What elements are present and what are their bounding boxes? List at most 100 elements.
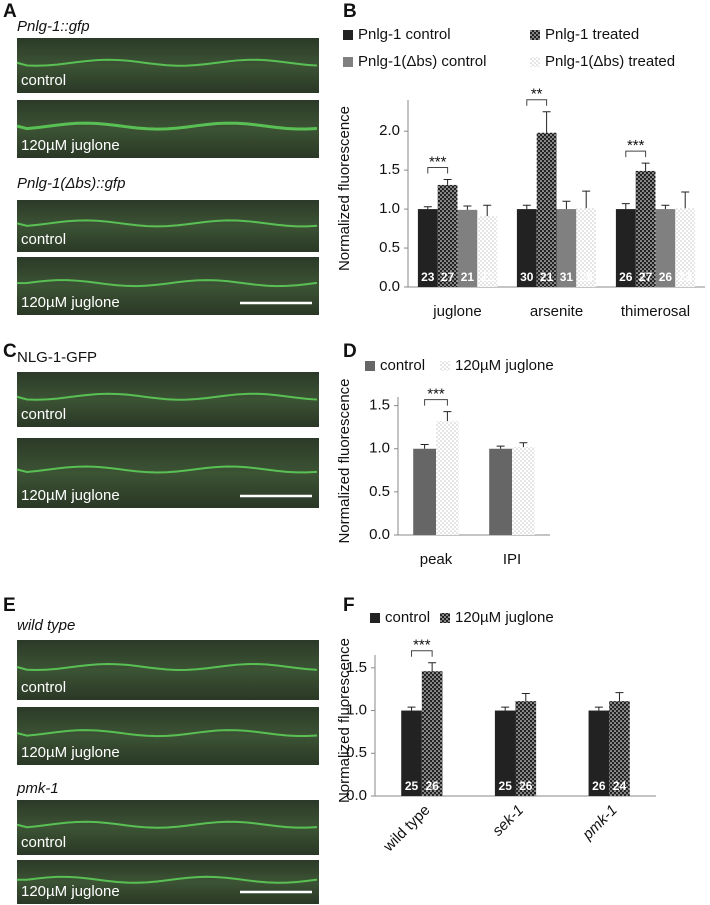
y-tick-label: 0.5	[369, 483, 390, 500]
error-bar	[542, 111, 551, 133]
error-bar	[521, 692, 530, 702]
significance-bracket	[526, 99, 548, 106]
x-tick-label: peak	[420, 551, 453, 568]
y-tick-label: 0.0	[346, 787, 367, 804]
y-axis-label: Normalized fluorescence	[336, 638, 353, 803]
error-bar	[621, 203, 630, 210]
significance-bracket	[625, 150, 647, 158]
error-bar	[501, 706, 510, 711]
y-tick-label: 1.0	[346, 702, 367, 719]
neurite	[16, 663, 318, 671]
neurite	[16, 875, 318, 884]
strain-label: Pnlg-1::gfp	[17, 18, 90, 35]
error-bar	[681, 191, 690, 209]
bar	[494, 710, 516, 796]
legend-label: Pnlg-1(Δbs) treated	[545, 53, 675, 70]
bar	[675, 208, 696, 287]
bar	[437, 184, 458, 287]
bar	[635, 170, 656, 287]
error-bar	[463, 205, 472, 210]
condition-label: control	[21, 72, 66, 89]
error-bar	[661, 204, 670, 210]
bar	[536, 132, 557, 287]
y-tick-label: 1.5	[346, 659, 367, 676]
n-label: 26	[425, 779, 439, 793]
legend-swatch	[343, 30, 353, 40]
n-label: 27	[441, 270, 455, 284]
panel-letter: C	[3, 341, 17, 362]
significance-bracket	[411, 650, 433, 657]
neurite	[16, 465, 318, 474]
bar	[477, 216, 498, 287]
error-bar	[496, 445, 505, 449]
bar	[556, 209, 577, 287]
y-tick-label: 0.0	[369, 526, 390, 543]
bar	[512, 447, 535, 535]
n-label: 27	[639, 270, 653, 284]
legend-label: Pnlg-1 treated	[545, 26, 639, 43]
error-bar	[641, 162, 650, 171]
condition-label: control	[21, 406, 66, 423]
bar	[401, 710, 422, 796]
error-bar	[522, 204, 531, 210]
bar	[609, 701, 630, 796]
n-label: 25	[499, 779, 513, 793]
x-tick-label: wild type	[379, 802, 433, 856]
bar	[489, 448, 512, 535]
bar	[615, 209, 636, 287]
n-label: 26	[592, 779, 606, 793]
condition-label: control	[21, 231, 66, 248]
significance-bracket	[424, 399, 448, 406]
n-label: 21	[540, 270, 554, 284]
legend-label: control	[385, 609, 430, 626]
bar	[655, 209, 676, 287]
significance-label: ***	[427, 386, 445, 403]
error-bar	[420, 443, 429, 449]
bar	[413, 448, 436, 535]
y-tick-label: 1.0	[379, 200, 400, 217]
neurite	[16, 820, 318, 829]
x-tick-label: juglone	[432, 303, 481, 320]
bar	[588, 710, 610, 796]
strain-label: pmk-1	[16, 780, 59, 797]
error-bar	[443, 411, 452, 422]
y-axis-label: Normalized fluorescence	[336, 106, 353, 271]
bar	[436, 421, 459, 535]
n-label: 26	[659, 270, 673, 284]
neurite	[16, 279, 318, 288]
legend-swatch	[530, 30, 540, 40]
n-label: 21	[461, 270, 475, 284]
condition-label: control	[21, 679, 66, 696]
bar	[417, 209, 438, 287]
y-tick-label: 1.5	[369, 397, 390, 414]
strain-label: wild type	[17, 617, 75, 634]
n-label: 31	[560, 270, 574, 284]
legend-label: control	[380, 357, 425, 374]
legend-swatch	[440, 361, 450, 371]
y-tick-label: 0.5	[346, 744, 367, 761]
error-bar	[615, 692, 624, 702]
x-tick-label: arsenite	[530, 303, 583, 320]
legend-label: 120µM juglone	[455, 609, 554, 626]
bar	[421, 671, 443, 796]
panel-letter: F	[343, 595, 355, 616]
n-label: 22	[481, 270, 495, 284]
error-bar	[594, 706, 603, 711]
x-tick-label: IPI	[503, 551, 521, 568]
error-bar	[407, 706, 416, 711]
significance-bracket	[427, 166, 449, 174]
legend-label: Pnlg-1(Δbs) control	[358, 53, 486, 70]
condition-label: control	[21, 834, 66, 851]
strain-label: NLG-1-GFP	[17, 349, 97, 366]
panel-letter: B	[343, 1, 357, 22]
x-tick-label: pmk-1	[579, 802, 621, 844]
n-label: 26	[519, 779, 533, 793]
error-bar	[423, 206, 432, 210]
bar	[515, 701, 537, 796]
significance-label: **	[531, 86, 543, 103]
legend-swatch	[440, 613, 450, 623]
error-bar	[483, 204, 492, 217]
significance-label: ***	[627, 137, 645, 154]
error-bar	[562, 200, 571, 210]
